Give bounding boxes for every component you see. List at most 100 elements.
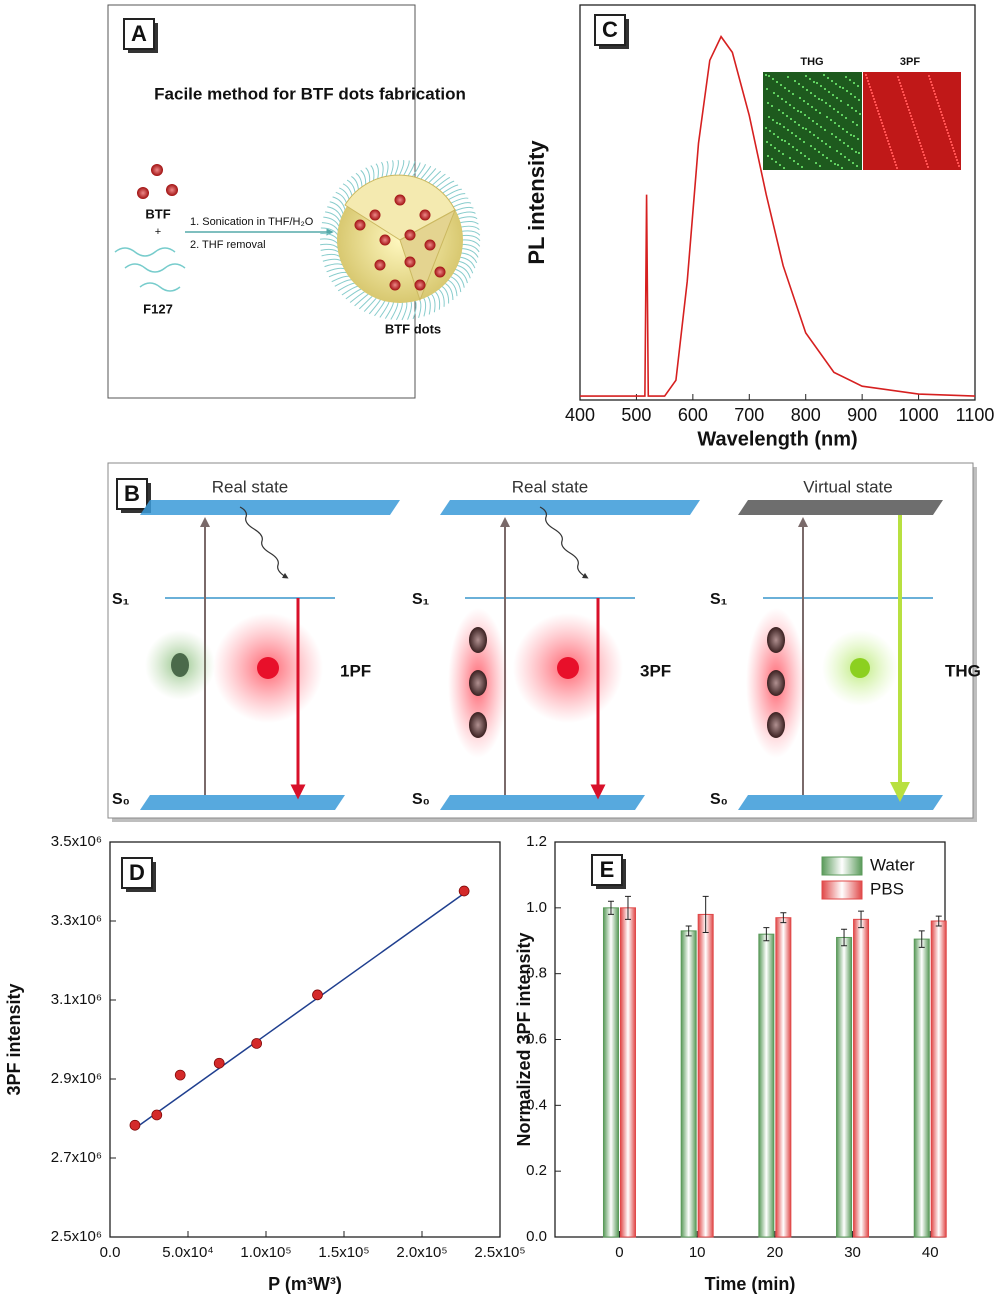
speckle xyxy=(948,135,950,137)
speckle xyxy=(867,80,869,82)
y-tick-label: 2.9x10⁶ xyxy=(51,1070,102,1087)
bar xyxy=(680,930,697,1238)
speckle xyxy=(908,109,910,111)
speckle xyxy=(838,125,840,127)
emitter xyxy=(257,657,279,679)
y-tick-label: 2.7x10⁶ xyxy=(51,1149,102,1166)
molecule xyxy=(414,279,426,291)
speckle xyxy=(779,123,781,125)
speckle xyxy=(855,151,857,153)
speckle xyxy=(802,127,804,129)
point xyxy=(251,1038,262,1049)
speckle xyxy=(925,160,927,162)
speckle xyxy=(892,155,894,157)
speckle xyxy=(790,118,792,120)
error-bar xyxy=(763,927,770,942)
chain xyxy=(430,293,436,313)
level-label: S₁ xyxy=(412,591,430,608)
speckle xyxy=(820,85,822,87)
speckle xyxy=(784,87,786,89)
speckle xyxy=(891,152,893,154)
speckle xyxy=(858,99,860,101)
letter-box xyxy=(121,857,153,889)
point xyxy=(312,989,323,1001)
speckle xyxy=(804,155,806,157)
speckle xyxy=(869,86,871,88)
emitter xyxy=(850,658,870,678)
y-tick-label: 0.0 xyxy=(526,1228,547,1245)
y-tick-label: 1.2 xyxy=(526,833,547,850)
letter-box xyxy=(123,18,155,50)
speckle xyxy=(921,148,923,150)
speckle xyxy=(770,144,772,146)
speckle xyxy=(917,136,919,138)
state-label: Real state xyxy=(512,477,589,496)
speckle xyxy=(933,90,935,92)
bar xyxy=(619,907,636,1238)
speckle xyxy=(816,82,818,84)
chain xyxy=(458,260,474,274)
speckle xyxy=(792,146,794,148)
speckle xyxy=(818,98,820,100)
speckle xyxy=(839,139,841,141)
x-tick-label: 2.5x10⁵ xyxy=(474,1244,525,1261)
speckle xyxy=(773,133,775,135)
speckle xyxy=(783,126,785,128)
chain xyxy=(460,225,480,231)
speckle xyxy=(833,108,835,110)
y-tick-label: 1.0 xyxy=(526,899,547,916)
speckle xyxy=(840,153,842,155)
speckle xyxy=(793,160,795,162)
molecule xyxy=(374,259,386,271)
speckle xyxy=(831,133,833,135)
speckle xyxy=(879,116,881,118)
speckle xyxy=(907,106,909,108)
speckle xyxy=(955,156,957,158)
x-tick-label: 5.0x10⁴ xyxy=(162,1244,213,1261)
panel-a: A Facile method for BTF dots fabrication… xyxy=(107,4,481,399)
chain xyxy=(434,177,451,189)
panel-letter: C xyxy=(602,17,618,42)
x-tick-label: 500 xyxy=(621,405,651,425)
point xyxy=(129,1119,141,1131)
speckle xyxy=(919,142,921,144)
speckle xyxy=(947,132,949,134)
panel-b: B Real state S₁ S₀ 1PF Real state S₁ S₀ 3PF Virt… xyxy=(107,462,981,822)
speckle xyxy=(850,134,852,136)
y-tick-label: 3.3x10⁶ xyxy=(51,912,102,929)
speckle xyxy=(768,116,770,118)
speckle xyxy=(903,94,905,96)
energy-level xyxy=(140,795,345,810)
speckle xyxy=(823,74,825,76)
chain xyxy=(459,221,479,225)
chain xyxy=(437,288,445,307)
chain xyxy=(426,170,442,185)
y-tick-label: 0.8 xyxy=(526,965,547,982)
error-bar xyxy=(841,928,848,947)
absorber xyxy=(767,627,785,653)
speckle xyxy=(771,158,773,160)
bar xyxy=(930,920,947,1238)
speckle xyxy=(775,161,777,163)
chain xyxy=(422,297,427,317)
speckle xyxy=(865,74,867,76)
speckle xyxy=(806,89,808,91)
speckle xyxy=(777,136,779,138)
panel-letter: B xyxy=(124,481,140,506)
speckle xyxy=(847,145,849,147)
speckle xyxy=(803,141,805,143)
polymer xyxy=(139,282,181,292)
molecule xyxy=(137,187,149,199)
speckle xyxy=(834,163,836,165)
letter-box xyxy=(591,854,623,886)
speckle xyxy=(870,89,872,91)
speckle xyxy=(836,150,838,152)
point xyxy=(151,1109,163,1121)
speckle xyxy=(845,117,847,119)
speckle xyxy=(810,145,812,147)
speckle xyxy=(807,103,809,105)
speckle xyxy=(803,100,805,102)
speckle xyxy=(882,125,884,127)
speckle xyxy=(797,163,799,165)
speckle xyxy=(788,90,790,92)
